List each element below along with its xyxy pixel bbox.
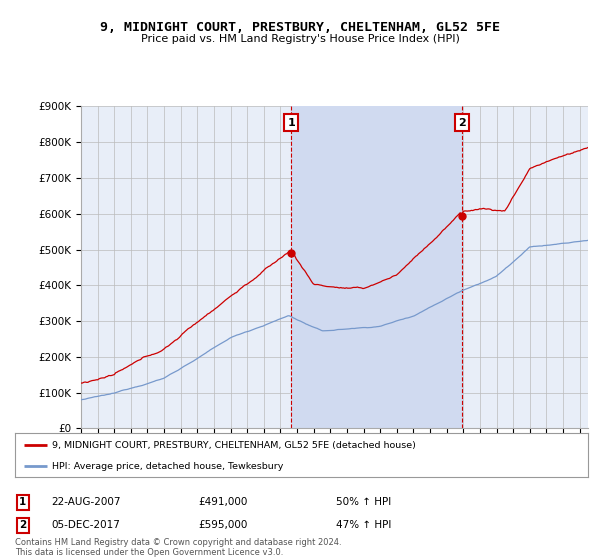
Text: 9, MIDNIGHT COURT, PRESTBURY, CHELTENHAM, GL52 5FE (detached house): 9, MIDNIGHT COURT, PRESTBURY, CHELTENHAM… xyxy=(52,441,416,450)
Bar xyxy=(291,106,462,428)
Text: £595,000: £595,000 xyxy=(198,520,247,530)
Text: 2: 2 xyxy=(19,520,26,530)
Text: £491,000: £491,000 xyxy=(198,497,247,507)
Text: 47% ↑ HPI: 47% ↑ HPI xyxy=(336,520,391,530)
Text: 9, MIDNIGHT COURT, PRESTBURY, CHELTENHAM, GL52 5FE: 9, MIDNIGHT COURT, PRESTBURY, CHELTENHAM… xyxy=(100,21,500,34)
Text: Price paid vs. HM Land Registry's House Price Index (HPI): Price paid vs. HM Land Registry's House … xyxy=(140,34,460,44)
Text: 05-DEC-2017: 05-DEC-2017 xyxy=(51,520,120,530)
Text: 22-AUG-2007: 22-AUG-2007 xyxy=(51,497,121,507)
Text: 1: 1 xyxy=(19,497,26,507)
Text: HPI: Average price, detached house, Tewkesbury: HPI: Average price, detached house, Tewk… xyxy=(52,461,284,471)
Text: 2: 2 xyxy=(458,118,466,128)
Text: 50% ↑ HPI: 50% ↑ HPI xyxy=(336,497,391,507)
Text: Contains HM Land Registry data © Crown copyright and database right 2024.
This d: Contains HM Land Registry data © Crown c… xyxy=(15,538,341,557)
Text: 1: 1 xyxy=(287,118,295,128)
